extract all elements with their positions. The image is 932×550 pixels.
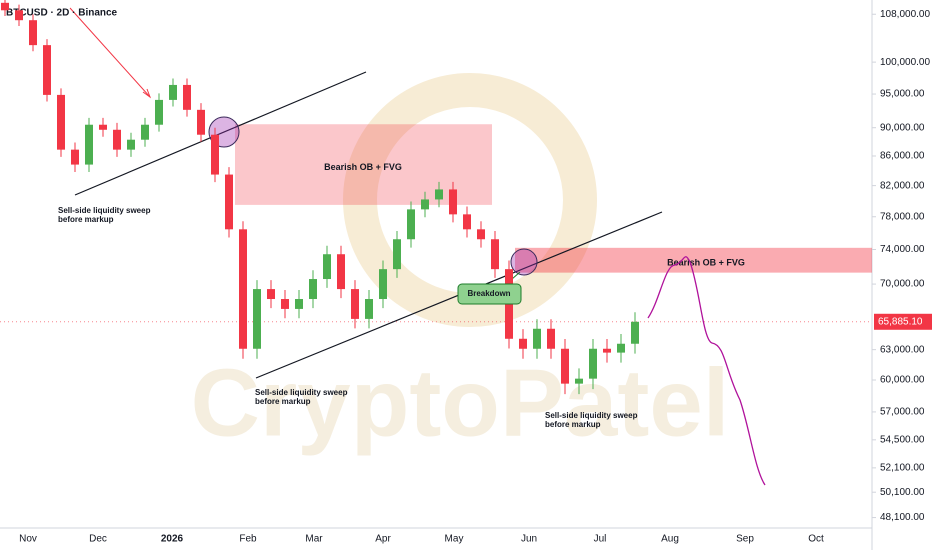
y-tick-label: 54,500.00 — [880, 434, 925, 445]
x-tick-label: Oct — [808, 534, 824, 545]
zone — [515, 247, 872, 273]
candle-body — [421, 199, 429, 210]
candle-body — [617, 343, 625, 353]
last-price-label: 65,885.10 — [878, 316, 923, 327]
highlight-circle — [510, 248, 538, 276]
x-tick-label: Nov — [19, 534, 37, 545]
candle-body — [533, 328, 541, 349]
candle-body — [99, 124, 107, 130]
x-tick-label: Jun — [521, 534, 537, 545]
y-tick-label: 50,100.00 — [880, 487, 925, 498]
annotation: Sell-side liquidity sweep — [58, 206, 151, 215]
candle-body — [547, 328, 555, 349]
zone-label: Bearish OB + FVG — [324, 162, 402, 172]
candle-body — [15, 10, 23, 21]
candle-body — [295, 299, 303, 309]
candle-body — [631, 321, 639, 344]
candle-body — [323, 254, 331, 280]
annotation: before markup — [58, 215, 114, 224]
candle-body — [407, 209, 415, 240]
candle-body — [589, 348, 597, 379]
candle-body — [603, 348, 611, 353]
annotation: Sell-side liquidity sweep — [255, 388, 348, 397]
candle-body — [449, 189, 457, 215]
candle-body — [211, 134, 219, 175]
candle-body — [43, 45, 51, 95]
background-layer — [343, 73, 597, 327]
candle-body — [113, 129, 121, 150]
x-tick-label: Dec — [89, 534, 107, 545]
callout-box — [457, 283, 522, 305]
x-tick-label: Jul — [594, 534, 607, 545]
candle-body — [239, 229, 247, 349]
candle-body — [183, 84, 191, 110]
candle-body — [1, 2, 9, 11]
x-tick-label: Sep — [736, 534, 754, 545]
y-tick-label: 100,000.00 — [880, 57, 930, 68]
y-tick-label: 70,000.00 — [880, 279, 925, 290]
projection-path — [647, 256, 766, 486]
arrow-head — [142, 88, 152, 99]
callout: Breakdown — [467, 289, 510, 298]
x-tick-label: Apr — [375, 534, 391, 545]
trend-line — [74, 71, 367, 196]
candle-body — [127, 139, 135, 150]
candle-body — [253, 289, 261, 349]
x-tick-label: Aug — [661, 534, 679, 545]
candle-body — [155, 99, 163, 125]
y-tick-label: 52,100.00 — [880, 462, 925, 473]
x-tick-label: Mar — [305, 534, 323, 545]
y-tick-label: 90,000.00 — [880, 122, 925, 133]
candle-body — [491, 239, 499, 270]
candle-body — [561, 348, 569, 384]
x-tick-label: Feb — [239, 534, 257, 545]
candle-body — [477, 229, 485, 240]
candle-body — [225, 174, 233, 230]
candle-body — [197, 109, 205, 135]
candle-body — [575, 378, 583, 384]
candle-body — [267, 289, 275, 300]
y-tick-label: 95,000.00 — [880, 89, 925, 100]
y-tick-label: 48,100.00 — [880, 512, 925, 523]
zone-label: Bearish OB + FVG — [667, 258, 745, 268]
candle-body — [29, 20, 37, 46]
y-tick-label: 108,000.00 — [880, 9, 930, 20]
chart-title: BTCUSD · 2D · Binance — [6, 8, 118, 19]
candle-body — [337, 254, 345, 290]
annotation: before markup — [545, 420, 601, 429]
candle-body — [57, 94, 65, 150]
candle-body — [71, 149, 79, 165]
candle-body — [393, 239, 401, 270]
x-tick-label: May — [445, 534, 464, 545]
candle-body — [463, 214, 471, 230]
y-tick-label: 82,000.00 — [880, 180, 925, 191]
x-tick-label: 2026 — [161, 534, 184, 545]
annotation: before markup — [255, 397, 311, 406]
y-tick-label: 63,000.00 — [880, 344, 925, 355]
candle-body — [351, 289, 359, 319]
y-tick-label: 74,000.00 — [880, 244, 925, 255]
annotation: Sell-side liquidity sweep — [545, 411, 638, 420]
candle-body — [365, 299, 373, 319]
last-price-tag — [874, 313, 932, 330]
y-tick-label: 57,000.00 — [880, 407, 925, 418]
y-tick-label: 86,000.00 — [880, 151, 925, 162]
candle-body — [309, 279, 317, 300]
candle-body — [519, 338, 527, 349]
candle-body — [281, 299, 289, 309]
candle-body — [435, 189, 443, 200]
watermark: CryptoPatel — [191, 349, 730, 456]
candle-body — [141, 124, 149, 140]
watermark-logo — [343, 73, 597, 327]
candle-body — [379, 269, 387, 300]
y-tick-label: 78,000.00 — [880, 211, 925, 222]
candle-body — [85, 124, 93, 165]
y-tick-label: 60,000.00 — [880, 375, 925, 386]
arrow-line — [69, 7, 151, 98]
candle-body — [169, 84, 177, 100]
